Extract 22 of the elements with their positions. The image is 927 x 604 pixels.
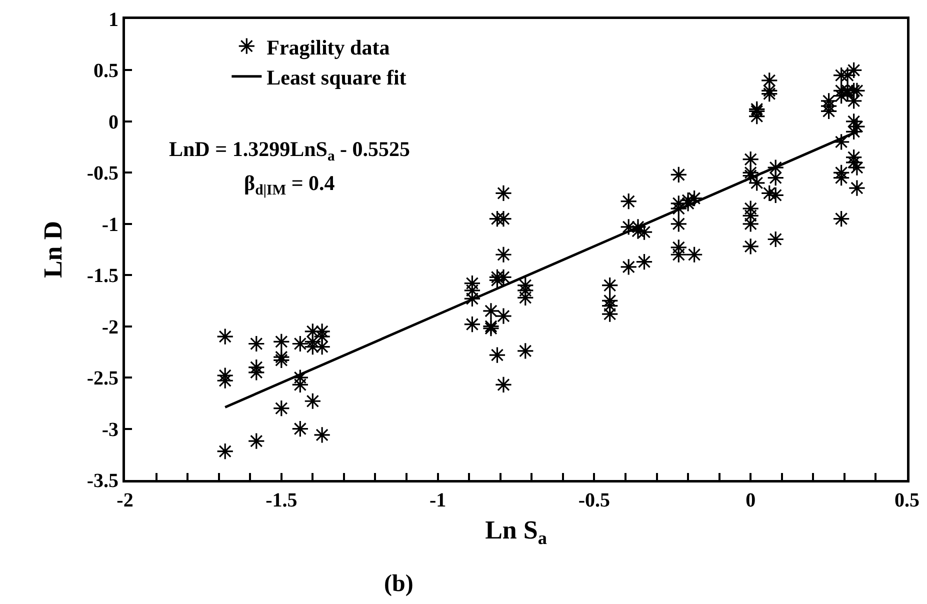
legend-label: Least square fit	[266, 66, 406, 90]
y-tick-label: 0	[108, 111, 118, 134]
y-tick-label: -3.5	[86, 470, 118, 492]
x-tick-label: -0.5	[578, 490, 610, 512]
annotation: LnD = 1.3299LnS$_{a}$ - 0.5525	[169, 137, 410, 164]
x-axis-title: Ln S$_{a}$	[485, 515, 547, 548]
legend-label: Fragility data	[266, 35, 390, 60]
x-tick-label: -1	[429, 490, 446, 512]
x-tick-label: 0.5	[894, 490, 920, 512]
x-tick-label: 0	[746, 490, 756, 512]
x-tick-label: -1.5	[266, 490, 298, 512]
y-tick-label: -2	[102, 316, 118, 338]
y-tick-label: -1.5	[86, 265, 118, 288]
y-tick-label: -1	[102, 214, 118, 236]
y-axis-title: Ln D	[38, 220, 68, 278]
annotation: β$_{d|IM}$ = 0.4	[244, 171, 336, 198]
y-tick-label: -3	[102, 418, 118, 441]
y-tick-label: -2.5	[86, 368, 118, 390]
y-tick-label: 0.5	[94, 60, 118, 82]
text: (b)	[384, 571, 414, 597]
y-tick-label: 1	[108, 9, 118, 31]
y-tick-label: -0.5	[86, 162, 118, 185]
